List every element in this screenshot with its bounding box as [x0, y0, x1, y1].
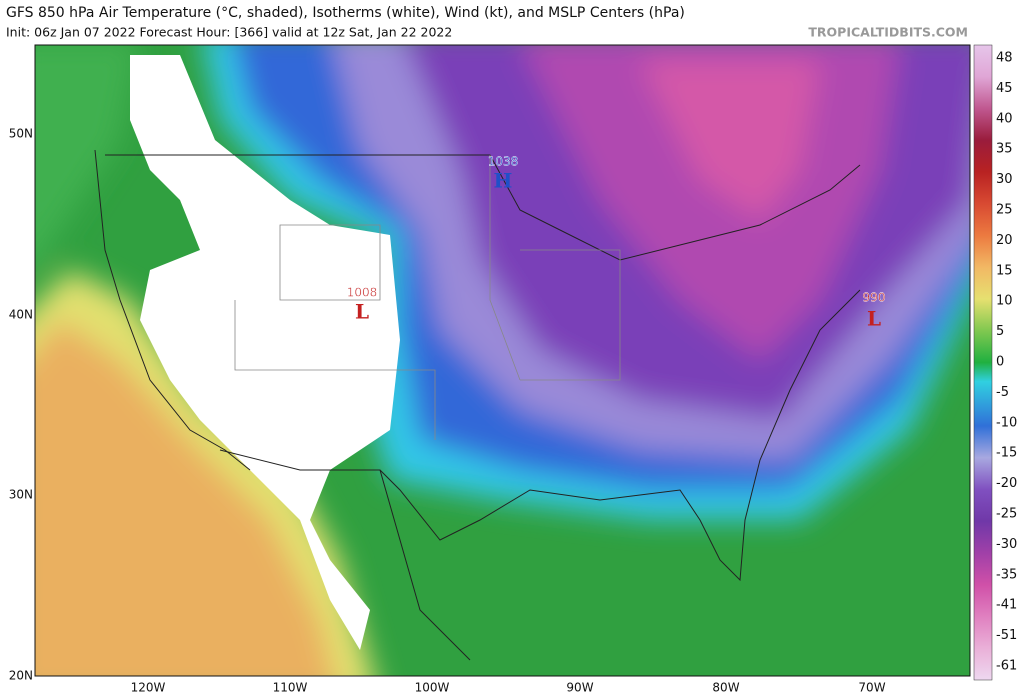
latitude-label: 30N [9, 488, 33, 502]
longitude-label: 120W [131, 681, 166, 695]
colorbar-label: -51 [996, 628, 1017, 643]
boundaries [94, 149, 861, 661]
colorbar-label: 5 [996, 324, 1004, 339]
map [35, 45, 970, 676]
pressure-value: 1008 [347, 286, 378, 300]
masked-terrain [130, 55, 400, 650]
colorbar-label: 15 [996, 263, 1013, 278]
source: TROPICALTIDBITS.COM [808, 25, 968, 40]
colorbar-label: 45 [996, 81, 1013, 96]
pressure-symbol: H [494, 169, 513, 193]
colorbar-label: -15 [996, 446, 1017, 461]
longitude-label: 100W [415, 681, 450, 695]
colorbar-label: -30 [996, 537, 1017, 552]
longitude-label: 80W [712, 681, 739, 695]
subtitle: Init: 06z Jan 07 2022 Forecast Hour: [36… [6, 25, 452, 40]
colorbar-label: -61 [996, 659, 1017, 674]
colorbar-label: 0 [996, 355, 1004, 370]
pressure-value: 990 [863, 291, 886, 305]
pressure-symbol: L [355, 300, 369, 324]
colorbar-label: -10 [996, 415, 1017, 430]
longitude-label: 110W [273, 681, 308, 695]
colorbar-label: -35 [996, 567, 1017, 582]
longitude-label: 70W [858, 681, 885, 695]
state-lines [234, 155, 621, 440]
temperature-shading [35, 45, 970, 676]
map-frame [34, 44, 971, 677]
pressure-symbol: L [867, 307, 881, 331]
colorbar-label: -5 [996, 385, 1009, 400]
latitude-label: 50N [9, 127, 33, 141]
colorbar-label: 20 [996, 233, 1013, 248]
title: GFS 850 hPa Air Temperature (°C, shaded)… [6, 5, 685, 21]
colorbar-label: 25 [996, 203, 1013, 218]
colorbar-label: -20 [996, 476, 1017, 491]
colorbar-label: 30 [996, 172, 1013, 187]
colorbar-label: 35 [996, 142, 1013, 157]
colorbar-label: 40 [996, 111, 1013, 126]
colorbar-label: 10 [996, 294, 1013, 309]
latitude-label: 20N [9, 669, 33, 683]
pressure-value: 1038 [488, 155, 519, 169]
colorbar-label: 48 [996, 51, 1013, 66]
longitude-label: 90W [566, 681, 593, 695]
colorbar [973, 44, 993, 681]
colorbar-label: -41 [996, 598, 1017, 613]
colorbar-label: -25 [996, 507, 1017, 522]
latitude-label: 40N [9, 308, 33, 322]
